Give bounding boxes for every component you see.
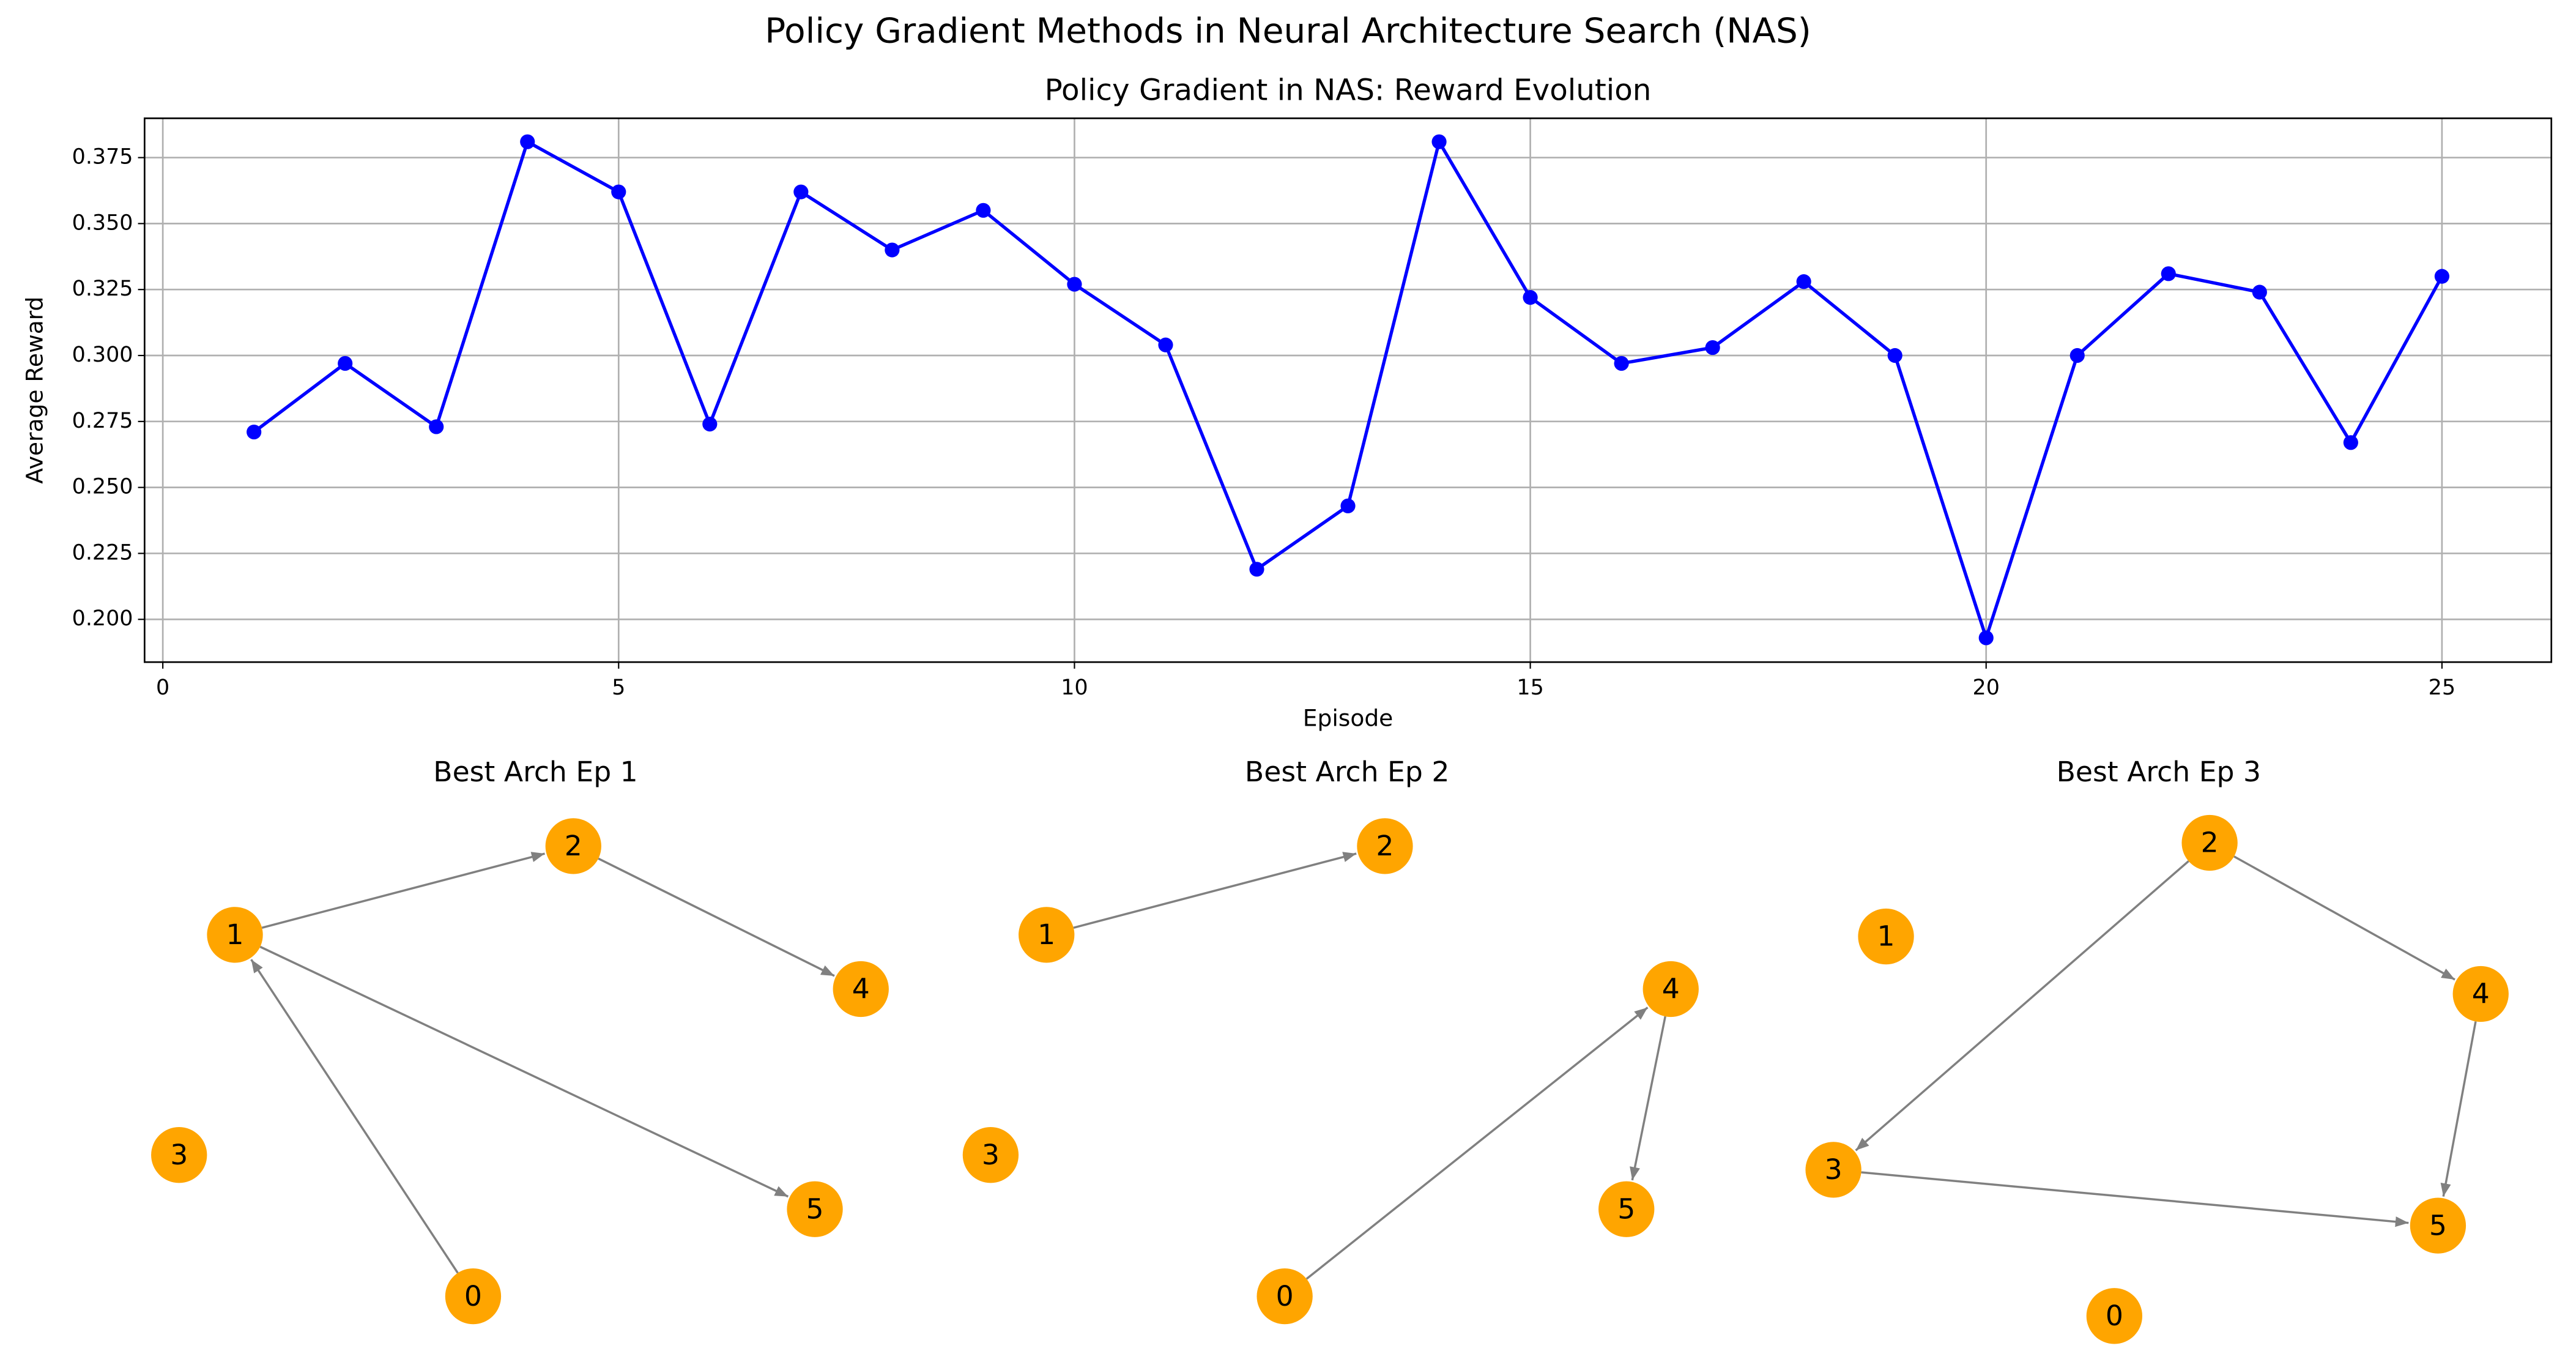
edge <box>2440 1021 2477 1197</box>
reward-point <box>1523 290 1538 305</box>
x-tick-label: 0 <box>156 675 169 700</box>
y-tick-label: 0.275 <box>72 409 133 433</box>
reward-point <box>338 355 353 371</box>
y-tick-label: 0.200 <box>72 606 133 631</box>
node-label: 4 <box>2472 978 2490 1010</box>
reward-point <box>2161 266 2176 281</box>
x-tick-label: 10 <box>1061 675 1088 700</box>
reward-point <box>976 203 991 218</box>
node-label: 4 <box>1662 973 1680 1005</box>
node <box>2086 1288 2143 1344</box>
reward-point <box>2343 435 2358 450</box>
chart-title: Policy Gradient in NAS: Reward Evolution <box>1045 73 1652 107</box>
edge <box>261 852 545 929</box>
reward-point <box>611 184 626 199</box>
node <box>445 1268 502 1325</box>
edge <box>1855 860 2189 1152</box>
node <box>1805 1142 1861 1198</box>
node-label: 1 <box>1877 920 1895 953</box>
node <box>545 818 601 874</box>
node-label: 0 <box>464 1280 482 1312</box>
edge <box>1630 1016 1666 1181</box>
node-label: 0 <box>1276 1280 1294 1312</box>
y-tick-label: 0.300 <box>72 343 133 367</box>
reward-point <box>2069 348 2085 363</box>
edge <box>2233 855 2455 981</box>
edge <box>1861 1171 2409 1227</box>
y-axis-label: Average Reward <box>21 297 48 484</box>
reward-point <box>1431 134 1447 149</box>
node-label: 5 <box>1617 1193 1635 1225</box>
reward-point <box>1340 498 1356 513</box>
node <box>2181 814 2238 871</box>
subplot-title: Best Arch Ep 1 <box>433 756 637 788</box>
node <box>2410 1197 2467 1254</box>
node-label: 2 <box>1376 830 1394 862</box>
x-tick-label: 5 <box>612 675 625 700</box>
reward-point <box>793 184 809 199</box>
reward-point <box>702 417 718 432</box>
subplot-title: Best Arch Ep 3 <box>2057 756 2261 788</box>
y-tick-label: 0.225 <box>72 540 133 565</box>
y-tick-label: 0.325 <box>72 277 133 301</box>
x-tick-label: 25 <box>2429 675 2455 700</box>
node-label: 2 <box>2201 827 2219 859</box>
reward-point <box>1249 562 1264 577</box>
node <box>787 1181 843 1237</box>
edge <box>1305 1007 1649 1280</box>
reward-point <box>520 134 535 149</box>
node-label: 0 <box>2106 1300 2123 1332</box>
reward-point <box>1158 337 1173 352</box>
node <box>833 961 889 1018</box>
y-tick-label: 0.250 <box>72 475 133 499</box>
node <box>2452 966 2509 1022</box>
node <box>1256 1268 1313 1325</box>
reward-point <box>1614 355 1629 371</box>
reward-point <box>885 242 900 258</box>
node <box>1019 907 1075 963</box>
node <box>1357 818 1413 874</box>
node-label: 3 <box>982 1139 1000 1171</box>
node <box>1858 908 1914 965</box>
y-tick-label: 0.350 <box>72 210 133 235</box>
x-tick-label: 15 <box>1516 675 1543 700</box>
node-label: 3 <box>1825 1153 1843 1186</box>
reward-point <box>1887 348 1902 363</box>
reward-point <box>2434 269 2449 284</box>
reward-point <box>429 419 444 434</box>
edge <box>1073 852 1357 929</box>
edge <box>250 959 459 1274</box>
reward-point <box>1796 274 1811 289</box>
reward-point <box>1067 277 1082 292</box>
node-label: 1 <box>1037 918 1055 951</box>
reward-line <box>253 137 2444 644</box>
node <box>207 907 263 963</box>
x-axis-label: Episode <box>1303 705 1394 732</box>
reward-point <box>247 424 262 440</box>
node-label: 1 <box>226 918 244 951</box>
node <box>962 1127 1019 1183</box>
plot-frame <box>143 117 2553 663</box>
node-label: 5 <box>806 1193 824 1225</box>
y-tick-label: 0.375 <box>72 145 133 169</box>
figure-title: Policy Gradient Methods in Neural Archit… <box>765 11 1811 51</box>
node-label: 3 <box>170 1139 188 1171</box>
reward-point <box>1705 340 1720 355</box>
node <box>151 1127 207 1183</box>
x-tick-label: 20 <box>1973 675 2000 700</box>
edge <box>259 945 789 1198</box>
edge <box>598 857 835 977</box>
reward-point <box>1978 630 1994 646</box>
subplot-title: Best Arch Ep 2 <box>1245 756 1449 788</box>
reward-point <box>2252 285 2267 300</box>
node <box>1598 1181 1655 1237</box>
node-label: 4 <box>852 973 870 1005</box>
node-label: 5 <box>2429 1209 2447 1241</box>
node <box>1642 961 1699 1018</box>
node-label: 2 <box>565 830 582 862</box>
